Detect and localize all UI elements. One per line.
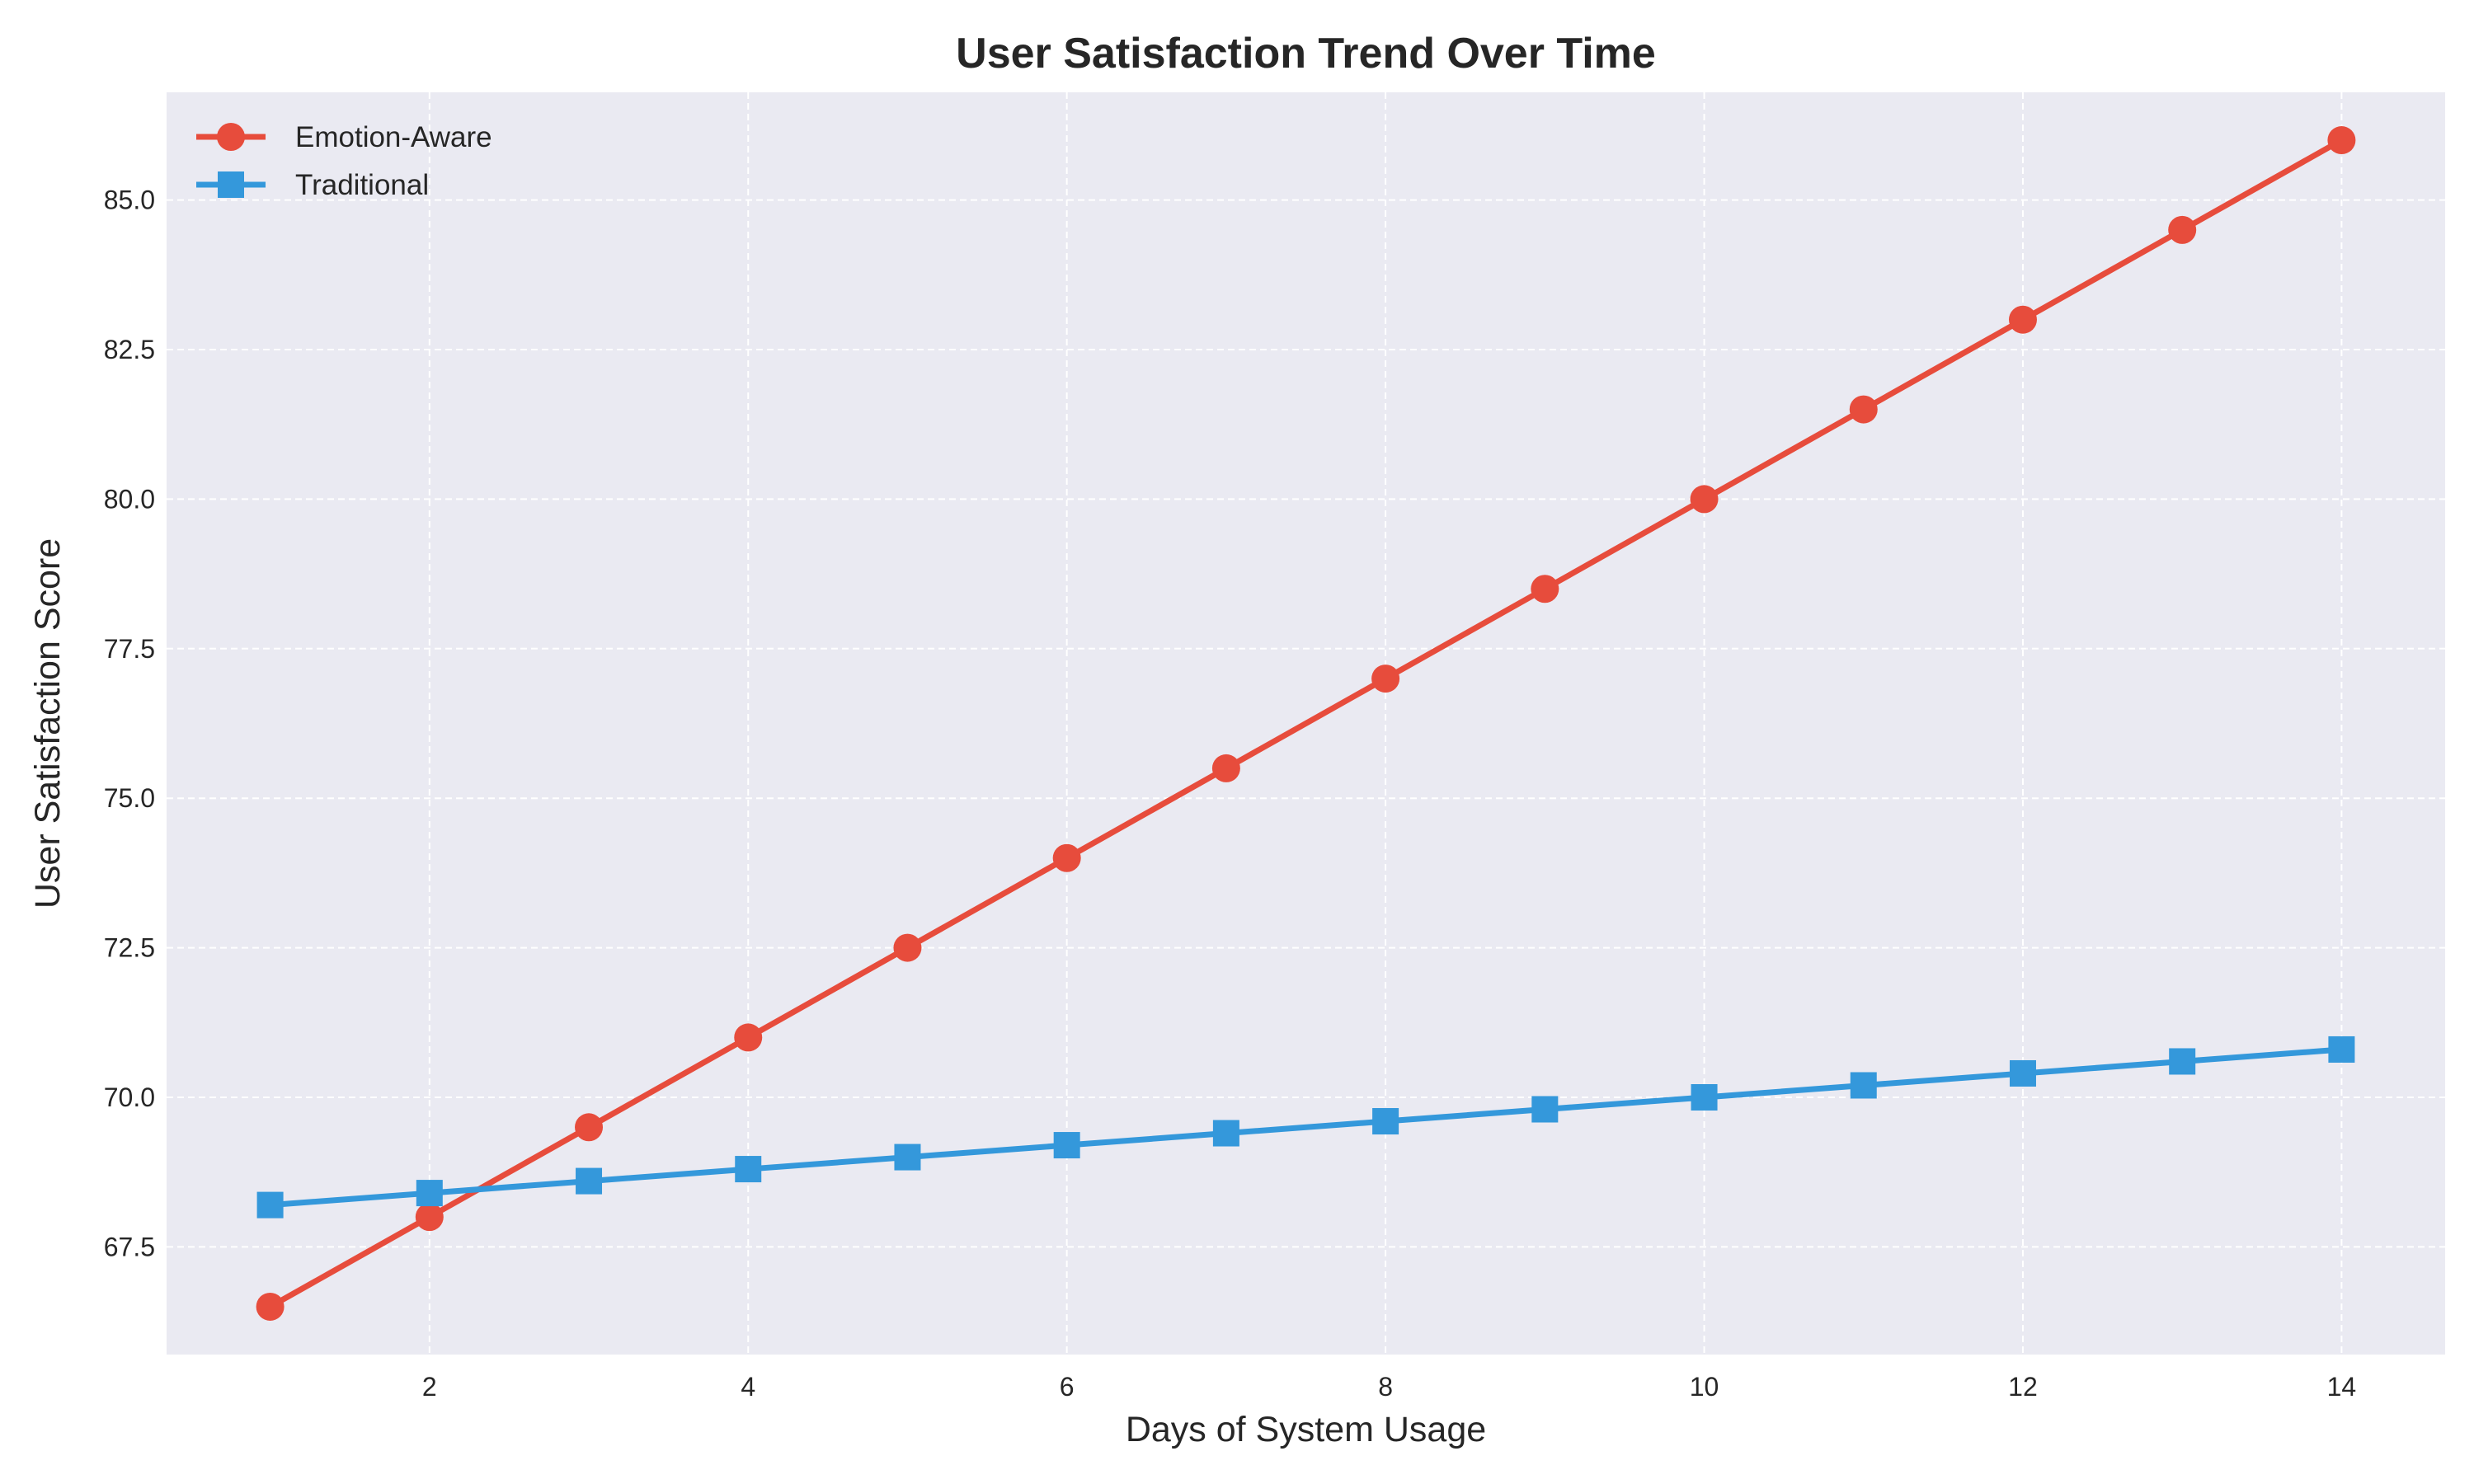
data-point-square (1372, 1108, 1399, 1135)
x-tick-label: 6 (1060, 1372, 1075, 1402)
data-point-circle (734, 1023, 763, 1052)
legend: Emotion-Aware Traditional (196, 121, 492, 201)
data-point-circle (1371, 665, 1400, 693)
data-point-square (1053, 1132, 1080, 1159)
x-tick-label: 14 (2327, 1372, 2357, 1402)
y-tick-label: 72.5 (104, 933, 155, 963)
y-tick-label: 67.5 (104, 1232, 155, 1261)
y-tick-label: 80.0 (104, 484, 155, 514)
data-point-circle (2168, 215, 2197, 244)
data-point-square (1212, 1120, 1239, 1147)
series-layer (256, 126, 2356, 1321)
data-point-square (735, 1156, 762, 1183)
y-tick-labels: 67.5 70.0 72.5 75.0 77.5 80.0 82.5 85.0 (104, 186, 155, 1262)
x-tick-label: 10 (1690, 1372, 1719, 1402)
x-tick-labels: 2 4 6 8 10 12 14 (422, 1372, 2356, 1402)
y-axis-label: User Satisfaction Score (28, 538, 68, 909)
legend-marker-square (218, 171, 244, 198)
legend-label: Emotion-Aware (295, 121, 492, 153)
data-point-square (1850, 1072, 1877, 1099)
x-tick-label: 4 (741, 1372, 755, 1402)
series-traditional (256, 1036, 2355, 1219)
data-point-circle (2008, 305, 2037, 334)
data-point-circle (1052, 843, 1081, 872)
y-tick-label: 70.0 (104, 1082, 155, 1112)
y-tick-label: 85.0 (104, 186, 155, 215)
data-point-circle (1211, 754, 1240, 782)
chart-title: User Satisfaction Trend Over Time (956, 30, 1656, 77)
series-line-emotion-aware (267, 137, 2345, 1310)
data-point-circle (1690, 485, 1719, 514)
x-axis-label: Days of System Usage (1126, 1410, 1486, 1449)
data-point-circle (575, 1113, 604, 1142)
data-point-square (416, 1180, 443, 1207)
data-point-circle (893, 933, 922, 962)
data-point-square (1691, 1083, 1718, 1111)
data-point-circle (415, 1203, 444, 1232)
y-tick-label: 75.0 (104, 783, 155, 813)
legend-label: Traditional (295, 169, 429, 201)
data-point-square (256, 1191, 284, 1219)
data-point-square (2169, 1048, 2196, 1075)
y-gridlines (167, 199, 2445, 1248)
series-emotion-aware (256, 126, 2356, 1321)
data-point-circle (1531, 575, 1559, 603)
data-point-circle (2327, 126, 2356, 155)
y-tick-label: 82.5 (104, 335, 155, 364)
data-point-circle (256, 1292, 285, 1321)
x-tick-label: 2 (422, 1372, 437, 1402)
data-point-square (894, 1144, 921, 1171)
data-point-square (2009, 1059, 2036, 1087)
series-line-traditional (267, 1046, 2345, 1209)
data-point-square (1531, 1096, 1559, 1123)
y-tick-label: 77.5 (104, 634, 155, 664)
legend-marker-circle (217, 123, 245, 151)
x-tick-label: 12 (2008, 1372, 2038, 1402)
data-point-square (576, 1167, 603, 1195)
x-tick-label: 8 (1378, 1372, 1393, 1402)
data-point-square (2328, 1036, 2355, 1063)
data-point-circle (1849, 395, 1878, 424)
